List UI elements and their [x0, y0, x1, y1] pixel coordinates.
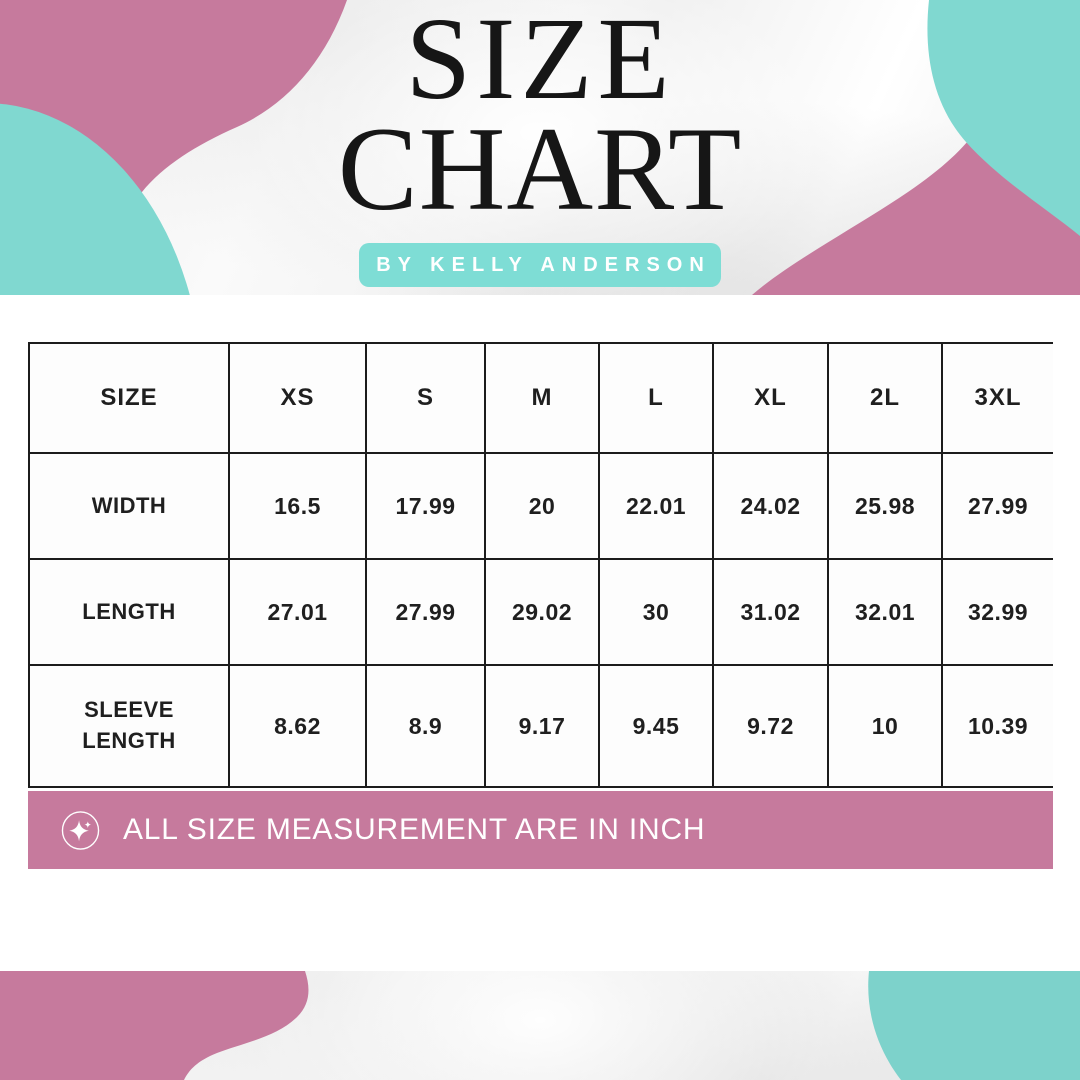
sleeve-m: 9.17 — [486, 666, 598, 786]
row-label-width: WIDTH — [30, 454, 228, 558]
length-l: 30 — [600, 560, 712, 664]
length-2l: 32.01 — [829, 560, 941, 664]
teal-blob-top-right — [927, 0, 1080, 236]
measurement-note-text: ALL SIZE MEASUREMENT ARE IN INCH — [123, 813, 706, 846]
length-s: 27.99 — [367, 560, 484, 664]
sleeve-3xl: 10.39 — [943, 666, 1053, 786]
row-label-sleeve-length: SLEEVE LENGTH — [30, 666, 228, 786]
title-chart: CHART — [337, 102, 743, 235]
table-header-s: S — [367, 344, 484, 452]
measurement-note-banner: ALL SIZE MEASUREMENT ARE IN INCH — [28, 791, 1053, 869]
table-header-size: SIZE — [30, 344, 228, 452]
row-label-length: LENGTH — [30, 560, 228, 664]
width-m: 20 — [486, 454, 598, 558]
width-3xl: 27.99 — [943, 454, 1053, 558]
length-xl: 31.02 — [714, 560, 827, 664]
title-size: SIZE — [405, 0, 675, 124]
width-xs: 16.5 — [230, 454, 365, 558]
teal-blob-top-left — [0, 103, 190, 295]
table-header-xs: XS — [230, 344, 365, 452]
length-3xl: 32.99 — [943, 560, 1053, 664]
author-badge-label: BY KELLY ANDERSON — [376, 253, 711, 276]
sparkle-in-circle-icon — [61, 810, 100, 850]
page-title: SIZE CHART — [0, 0, 1080, 229]
table-header-3xl: 3XL — [943, 344, 1053, 452]
width-l: 22.01 — [600, 454, 712, 558]
width-s: 17.99 — [367, 454, 484, 558]
table-header-xl: XL — [714, 344, 827, 452]
row-label-length-text: LENGTH — [82, 598, 176, 624]
size-table: SIZE XS S M L XL 2L 3XL WIDTH 16.5 17.99… — [28, 342, 1053, 788]
pink-blob-bottom-left — [0, 971, 309, 1080]
sleeve-s: 8.9 — [367, 666, 484, 786]
length-m: 29.02 — [486, 560, 598, 664]
bottom-corner-blobs — [0, 971, 1080, 1080]
table-header-m: M — [486, 344, 598, 452]
sleeve-2l: 10 — [829, 666, 941, 786]
row-label-width-text: WIDTH — [91, 492, 167, 518]
width-xl: 24.02 — [714, 454, 827, 558]
table-header-2l: 2L — [829, 344, 941, 452]
table-header-l: L — [600, 344, 712, 452]
sleeve-xl: 9.72 — [714, 666, 827, 786]
author-badge: BY KELLY ANDERSON — [359, 243, 721, 287]
row-label-sleeve-length-text: SLEEVE LENGTH — [82, 697, 176, 753]
top-corner-blobs — [0, 0, 1080, 295]
bottom-decoration-band — [0, 971, 1080, 1080]
length-xs: 27.01 — [230, 560, 365, 664]
sleeve-l: 9.45 — [600, 666, 712, 786]
sleeve-xs: 8.62 — [230, 666, 365, 786]
top-decoration-band: SIZE CHART BY KELLY ANDERSON — [0, 0, 1080, 295]
width-2l: 25.98 — [829, 454, 941, 558]
teal-blob-bottom-right — [868, 971, 1080, 1080]
